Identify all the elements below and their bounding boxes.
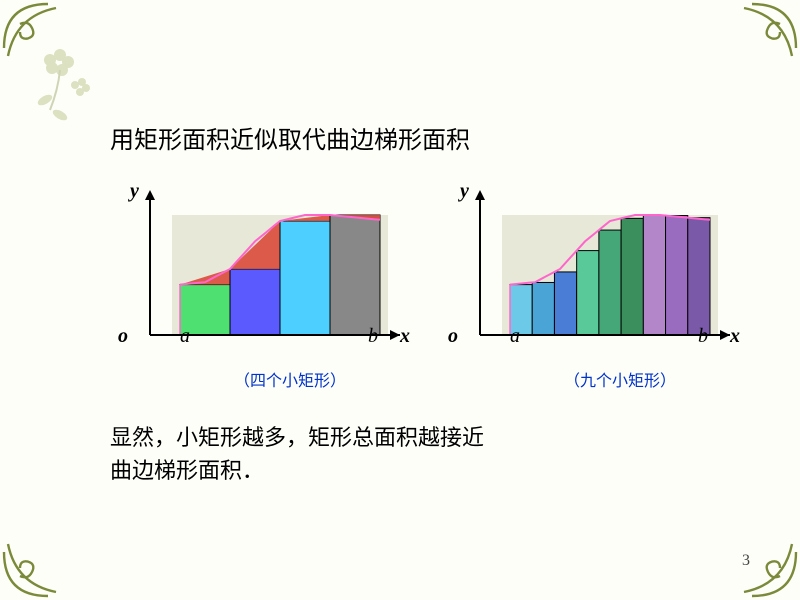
y-axis-label: y: [130, 180, 139, 203]
corner-ornament: [720, 520, 800, 600]
conclusion-text: 显然，小矩形越多，矩形总面积越接近 曲边梯形面积．: [110, 421, 760, 487]
main-title: 用矩形面积近似取代曲边梯形面积: [110, 120, 760, 155]
chart-caption: （四个小矩形）: [170, 367, 410, 391]
b-label: b: [698, 325, 708, 348]
y-axis-label: y: [460, 180, 469, 203]
conclusion-line: 显然，小矩形越多，矩形总面积越接近: [110, 425, 484, 450]
a-label: a: [510, 325, 520, 348]
corner-ornament: [720, 0, 800, 80]
origin-label: o: [448, 325, 458, 348]
charts-container: y o a b x （四个小矩形） y o a b x （九个小矩形）: [110, 185, 760, 391]
x-axis-label: x: [730, 325, 740, 348]
x-axis-label: x: [400, 325, 410, 348]
chart-caption: （九个小矩形）: [500, 367, 740, 391]
riemann-chart-4: [110, 185, 410, 365]
a-label: a: [180, 325, 190, 348]
page-number: 3: [742, 552, 750, 570]
chart-left-wrap: y o a b x （四个小矩形）: [110, 185, 410, 391]
riemann-chart-9: [440, 185, 740, 365]
conclusion-line: 曲边梯形面积．: [110, 458, 264, 483]
b-label: b: [368, 325, 378, 348]
corner-ornament: [0, 520, 80, 600]
flower-decoration: [30, 40, 100, 130]
origin-label: o: [118, 325, 128, 348]
chart-right-wrap: y o a b x （九个小矩形）: [440, 185, 740, 391]
